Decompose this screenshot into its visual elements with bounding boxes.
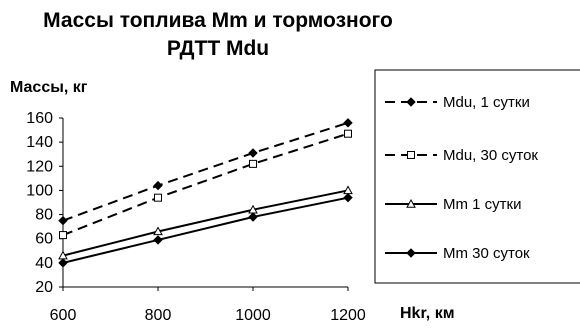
legend-label-3: Mm 1 сутки	[443, 196, 521, 213]
series-layer	[58, 118, 353, 268]
legend-marker-3	[406, 198, 416, 208]
data-point-series-1	[153, 180, 163, 191]
legend-marker-1	[406, 97, 416, 107]
data-point-series-2	[249, 159, 257, 168]
y-tick-label: 100	[26, 182, 53, 199]
axes: 20 40 60 80 100 120 140 160 600 800 1000 1200	[26, 110, 366, 324]
data-point-series-3	[153, 226, 163, 236]
data-point-series-2	[344, 129, 352, 138]
x-tick-label: 800	[145, 307, 172, 324]
y-tick-label: 80	[35, 207, 53, 224]
data-point-series-1	[248, 148, 258, 158]
legend-marker-2	[407, 151, 415, 159]
legend-label-4: Mm 30 суток	[443, 245, 530, 262]
legend-label-1: Mdu, 1 сутки	[443, 94, 530, 111]
data-point-series-4	[58, 258, 68, 268]
chart-title-line1: Массы топлива Mm и тормозного	[43, 9, 393, 32]
series-line-3	[62, 189, 349, 257]
data-point-series-4	[153, 235, 163, 245]
data-point-series-1	[58, 215, 68, 226]
y-axis-title: Массы, кг	[10, 79, 88, 96]
data-point-series-2	[154, 193, 162, 202]
legend-label-2: Mdu, 30 суток	[443, 147, 538, 164]
x-tick-label: 600	[50, 307, 77, 324]
legend: Mdu, 1 сутки Mdu, 30 суток Mm 1 сутки Mm 30…	[385, 94, 538, 262]
y-tick-label: 20	[35, 279, 53, 296]
y-tick-label: 60	[35, 231, 53, 248]
data-point-series-4	[343, 192, 353, 203]
data-point-series-4	[248, 212, 258, 222]
series-line-4	[62, 196, 349, 264]
series-line-2	[62, 132, 349, 237]
series-line-1	[62, 121, 349, 222]
x-tick-label: 1200	[330, 307, 366, 324]
y-tick-label: 140	[26, 134, 53, 151]
x-axis-title: Hkr, км	[400, 305, 455, 322]
data-point-series-1	[343, 118, 353, 128]
chart-title-line2: РДТТ Mdu	[167, 37, 269, 60]
x-tick-label: 1000	[235, 307, 271, 324]
legend-marker-4	[406, 248, 416, 258]
y-tick-label: 40	[35, 255, 53, 272]
y-tick-label: 160	[26, 110, 53, 127]
data-point-series-2	[59, 231, 67, 240]
legend-box	[374, 69, 580, 284]
y-tick-label: 120	[26, 158, 53, 175]
